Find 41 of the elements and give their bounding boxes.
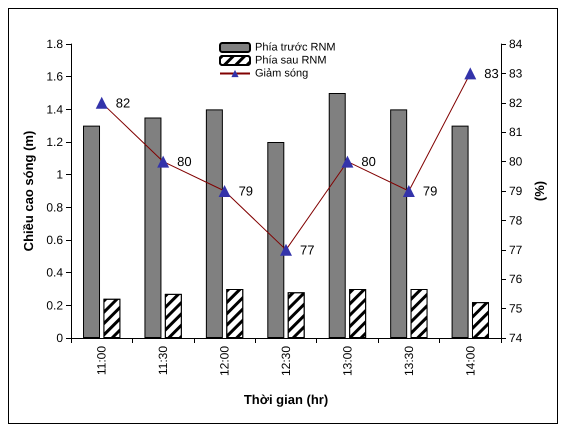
legend-label: Giảm sóng xyxy=(255,68,308,80)
x-tick-label: 14:00 xyxy=(463,346,478,376)
y-tick-label: 0.6 xyxy=(46,233,64,247)
y2-tick-label: 74 xyxy=(509,331,523,345)
x-tick-label: 11:30 xyxy=(156,346,170,376)
data-label: 79 xyxy=(422,184,438,198)
y-tick-label: 0.8 xyxy=(46,200,64,214)
y2-tick-label: 82 xyxy=(509,96,523,110)
y2-tick-label: 79 xyxy=(509,184,523,198)
x-axis-title: Thời gian (hr) xyxy=(244,392,328,407)
y-tick-label: 1.2 xyxy=(46,135,64,149)
data-label: 77 xyxy=(300,242,314,258)
y2-axis-title: (%) xyxy=(532,180,548,202)
data-label: 82 xyxy=(116,95,130,110)
y-tick-label: 1.4 xyxy=(46,102,64,116)
y-tick-label: 0.2 xyxy=(46,298,64,312)
x-tick-label: 11:00 xyxy=(94,346,109,376)
data-label: 80 xyxy=(361,154,376,170)
data-label: 80 xyxy=(177,154,192,170)
y2-tick-label: 81 xyxy=(509,125,523,140)
y-axis-title: Chiều cao sóng (m) xyxy=(21,130,36,252)
y-tick-label: 1 xyxy=(56,168,64,182)
data-label: 83 xyxy=(484,66,499,81)
y2-tick-label: 84 xyxy=(509,37,523,51)
x-tick-label: 13:00 xyxy=(340,346,354,376)
y-tick-label: 0.4 xyxy=(46,266,64,280)
y-tick-label: 1.8 xyxy=(46,37,64,51)
x-tick-label: 12:30 xyxy=(279,346,293,376)
data-label: 79 xyxy=(238,184,254,198)
legend-label: Phía trước RNM xyxy=(255,42,336,54)
x-tick-label: 13:30 xyxy=(402,346,416,376)
y2-tick-label: 77 xyxy=(509,242,523,257)
y2-tick-label: 76 xyxy=(509,272,523,286)
y2-tick-label: 83 xyxy=(509,66,523,80)
x-tick-label: 12:00 xyxy=(218,346,232,376)
y2-tick-label: 80 xyxy=(509,154,523,169)
y2-tick-label: 78 xyxy=(509,213,523,228)
y2-tick-label: 75 xyxy=(509,302,523,316)
y-tick-label: 1.6 xyxy=(46,70,64,84)
y-tick-label: 0 xyxy=(56,331,64,345)
legend-label: Phía sau RNM xyxy=(255,54,327,66)
